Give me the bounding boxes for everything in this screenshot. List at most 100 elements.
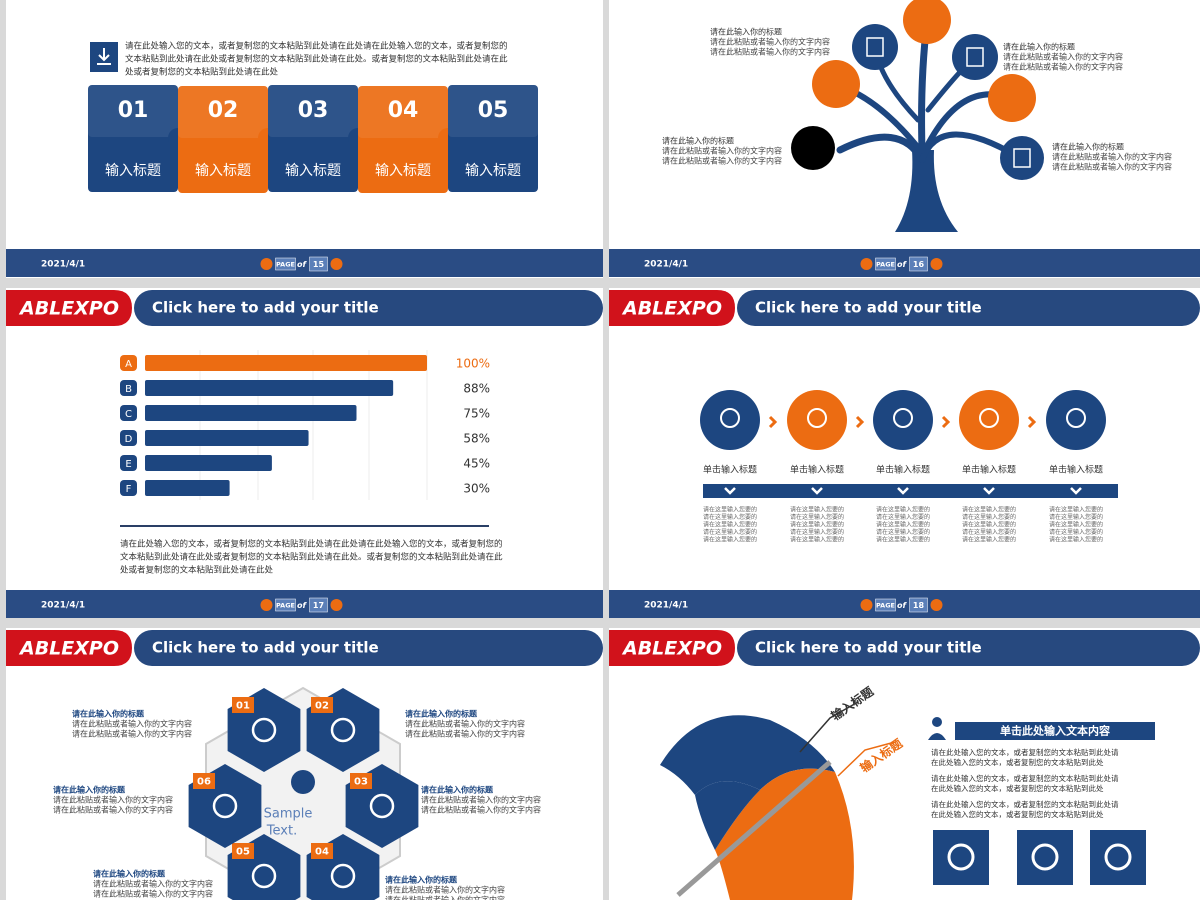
- block-title: 请在此输入你的标题: [405, 709, 478, 719]
- footer-date: 2021/4/1: [41, 260, 85, 270]
- step-box: [358, 86, 448, 193]
- hex-number: 01: [236, 701, 250, 712]
- step-line: 请在这里输入您要的: [790, 521, 844, 529]
- person-icon-head: [932, 717, 942, 727]
- block-title: 请在此输入你的标题: [93, 869, 166, 879]
- footer-bar: [609, 249, 1200, 277]
- page-number: 16: [913, 260, 925, 269]
- next-button: [330, 258, 343, 270]
- step-line: 请在这里输入您要的: [790, 528, 844, 536]
- page-number: 15: [313, 260, 325, 269]
- title-bar: [134, 290, 603, 326]
- tree-node: [1000, 136, 1044, 180]
- prev-button: [260, 258, 273, 270]
- step-shine: [268, 85, 358, 137]
- category-label: D: [125, 434, 133, 445]
- tile-icon: [947, 843, 975, 871]
- hex-icon: [369, 793, 395, 819]
- footer-bar: [609, 590, 1200, 618]
- tree-node: [952, 34, 998, 80]
- step-circle: [700, 390, 760, 450]
- block-line: 请在此粘贴或者输入你的文字内容: [1052, 152, 1172, 162]
- value-label: 88%: [463, 382, 490, 396]
- hex-number: 03: [354, 777, 368, 788]
- step-label: 输入标题: [105, 163, 161, 179]
- umbrella-blue-edge: [695, 781, 760, 850]
- step-box: [448, 85, 538, 192]
- block-line: 请在此粘贴或者输入你的文字内容: [710, 47, 830, 57]
- step-line: 请在这里输入您要的: [962, 536, 1016, 544]
- block-line: 请在此粘贴或者输入你的文字内容: [662, 146, 782, 156]
- step-label: 输入标题: [195, 163, 251, 179]
- step-number: 04: [388, 98, 419, 123]
- step-number: 05: [478, 98, 509, 123]
- page-number: 18: [913, 601, 925, 610]
- person-icon-body: [928, 733, 946, 740]
- step-line: 请在这里输入您要的: [1049, 536, 1103, 544]
- step-arrow: [941, 415, 951, 429]
- step-label: 单击输入标题: [876, 464, 930, 476]
- footer-date: 2021/4/1: [644, 601, 688, 611]
- logo-shape: [609, 630, 735, 666]
- page-of: of: [897, 601, 907, 610]
- step-line: 请在这里输入您要的: [876, 506, 930, 514]
- step-number: 02: [208, 98, 239, 123]
- page-label: PAGE: [876, 261, 895, 269]
- step-line: 请在这里输入您要的: [962, 513, 1016, 521]
- page-of: of: [897, 260, 907, 269]
- paragraph-line: 文本粘贴到此处请在此处或者复制您的文本粘贴到此处请在此处。或者复制您的文本粘贴到…: [125, 54, 508, 65]
- prev-button: [860, 258, 873, 270]
- step-circle: [873, 390, 933, 450]
- icon-tile: [1090, 830, 1146, 885]
- hex-tag: [311, 697, 333, 713]
- bar: [145, 380, 394, 396]
- paragraph-line: 在此处输入您的文本，或者复制您的文本粘贴到此处: [931, 809, 1104, 819]
- logo-shape: [6, 290, 132, 326]
- slide-title: Click here to add your title: [152, 639, 379, 657]
- value-label: 75%: [463, 407, 490, 421]
- tree-node: [812, 60, 860, 108]
- tile-icon: [1031, 843, 1059, 871]
- category-label: A: [125, 359, 132, 370]
- slide-title: Click here to add your title: [152, 299, 379, 317]
- block-title: 请在此输入你的标题: [72, 709, 145, 719]
- logo-shape: [6, 630, 132, 666]
- download-icon: [97, 48, 111, 65]
- footer-bar: [6, 590, 603, 618]
- hex-tag: [193, 773, 215, 789]
- prev-button: [860, 599, 873, 611]
- next-button: [930, 599, 943, 611]
- step-line: 请在这里输入您要的: [703, 521, 757, 529]
- step-circle: [1046, 390, 1106, 450]
- block-line: 请在此粘贴或者输入你的文字内容: [93, 879, 213, 889]
- block-line: 请在此粘贴或者输入你的文字内容: [662, 156, 782, 166]
- page-number-box: [909, 597, 928, 613]
- page-box: [275, 598, 296, 612]
- block-title: 请在此输入你的标题: [385, 875, 458, 885]
- tree-node: [791, 126, 835, 170]
- step-line: 请在这里输入您要的: [790, 506, 844, 514]
- title-bar: [737, 630, 1200, 666]
- category-badge: [120, 355, 137, 371]
- paragraph-line: 文本粘贴到此处请在此处或者复制您的文本粘贴到此处请在此处。或者复制您的文本粘贴到…: [120, 552, 503, 563]
- tile-icon: [1104, 843, 1132, 871]
- timeline-bar: [703, 484, 1118, 498]
- bar: [145, 355, 427, 371]
- hex-tag: [350, 773, 372, 789]
- step-line: 请在这里输入您要的: [1049, 521, 1103, 529]
- heading: 单击此处输入文本内容: [1000, 724, 1110, 738]
- logo: ABLEXPO: [621, 298, 722, 320]
- umbrella-orange: [715, 768, 854, 900]
- tree-node: [903, 0, 951, 44]
- block-line: 请在此粘贴或者输入你的文字内容: [93, 889, 213, 899]
- next-button: [330, 599, 343, 611]
- step-shine: [88, 85, 178, 137]
- page-label: PAGE: [276, 602, 295, 610]
- block-line: 请在此粘贴或者输入你的文字内容: [421, 805, 541, 815]
- paragraph-line: 请在此处输入您的文本，或者复制您的文本粘贴到此处请: [931, 773, 1119, 783]
- block-line: 请在此粘贴或者输入你的文字内容: [710, 37, 830, 47]
- step-line: 请在这里输入您要的: [703, 536, 757, 544]
- step-arrow: [855, 415, 865, 429]
- block-title: 请在此输入你的标题: [1003, 42, 1075, 52]
- step-box: [268, 85, 358, 192]
